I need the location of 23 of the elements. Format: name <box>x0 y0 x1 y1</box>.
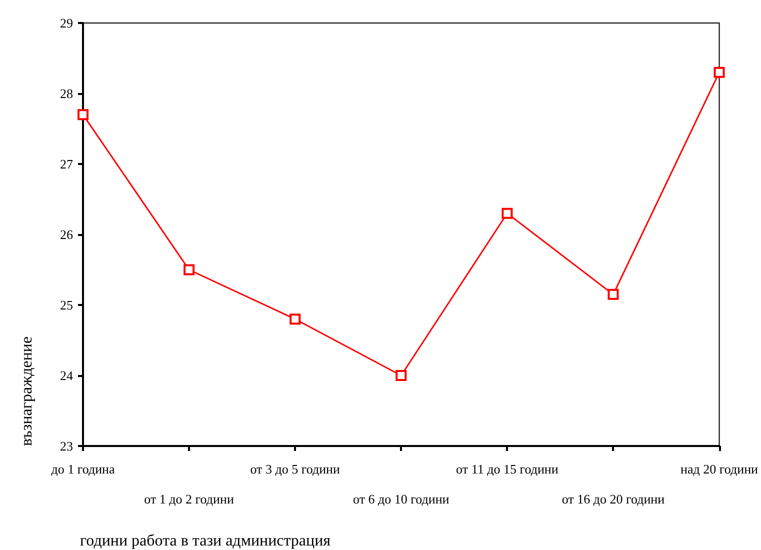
point <box>184 264 195 276</box>
y-tick-label: 23 <box>60 438 73 454</box>
y-tick-label: 28 <box>60 86 73 101</box>
point <box>502 208 513 219</box>
x-tick-label: от 16 до 20 години <box>562 492 665 506</box>
x-tick-label: до 1 година <box>51 462 116 476</box>
point <box>396 370 407 381</box>
y-tick-label: 24 <box>60 368 74 383</box>
x-tick-label: от 6 до 10 години <box>353 492 450 506</box>
point <box>78 109 88 120</box>
point <box>290 314 301 325</box>
x-axis-title: години работа в тази администрация <box>80 532 332 550</box>
y-tick-label: 29 <box>60 16 73 30</box>
x-tick-label: от 11 до 15 години <box>456 462 558 476</box>
y-axis-title: възнаграждение <box>18 336 36 446</box>
y-tick-label: 26 <box>60 227 74 242</box>
x-tick-label: от 1 до 2 години <box>144 492 234 506</box>
y-tick-label: 27 <box>60 156 74 172</box>
x-tick-label: над 20 години <box>680 462 758 476</box>
x-tick-label: от 3 до 5 години <box>250 462 340 476</box>
y-tick-label: 25 <box>60 298 73 312</box>
point <box>714 66 725 78</box>
point <box>608 288 619 300</box>
